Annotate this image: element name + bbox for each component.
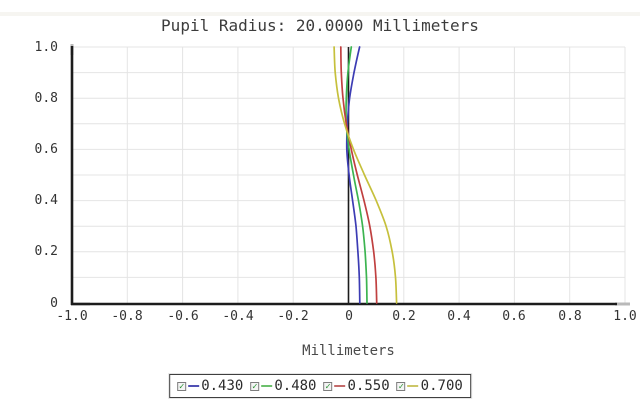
chart-title: Pupil Radius: 20.0000 Millimeters: [161, 16, 479, 35]
legend-item: ✓ 0.480: [250, 378, 317, 394]
legend-color-line: [334, 385, 346, 387]
x-tick-label: 1.0: [613, 309, 637, 324]
legend-item: ✓ 0.700: [396, 378, 463, 394]
x-tick-label: 0.6: [502, 309, 526, 324]
y-tick-label: 0.6: [34, 142, 58, 157]
legend-checkbox-icon[interactable]: ✓: [396, 381, 406, 392]
curve-0.480: [345, 46, 368, 304]
legend: ✓ 0.430 ✓ 0.480 ✓ 0.550 ✓ 0.700: [169, 374, 471, 398]
y-tick-label: 0: [50, 296, 58, 311]
legend-label: 0.700: [420, 378, 463, 394]
x-tick-label: -0.8: [111, 309, 143, 324]
x-tick-label: -0.6: [167, 309, 199, 324]
x-tick-label: -0.4: [222, 309, 254, 324]
y-tick-label: 0.8: [34, 91, 58, 106]
curve-0.430: [345, 46, 361, 304]
window-edge-band: [0, 12, 640, 16]
curve-0.550: [339, 46, 378, 304]
legend-item: ✓ 0.430: [177, 378, 243, 394]
legend-checkbox-icon[interactable]: ✓: [250, 381, 260, 392]
x-tick-label: 0.4: [447, 309, 471, 324]
legend-label: 0.480: [274, 378, 317, 394]
y-tick-label: 0.4: [34, 193, 58, 208]
legend-checkbox-icon[interactable]: ✓: [177, 381, 187, 392]
legend-color-line: [261, 385, 273, 387]
x-tick-label: -0.2: [277, 309, 309, 324]
y-tick-label: 0.2: [34, 244, 58, 259]
x-tick-label: 0.2: [392, 309, 416, 324]
x-tick-label: 0: [345, 309, 353, 324]
legend-label: 0.430: [201, 378, 244, 394]
legend-item: ✓ 0.550: [323, 378, 390, 394]
legend-color-line: [188, 385, 200, 387]
x-tick-label: 0.8: [558, 309, 582, 324]
x-axis-title: Millimeters: [302, 343, 395, 359]
legend-color-line: [407, 385, 419, 387]
legend-label: 0.550: [347, 378, 390, 394]
legend-checkbox-icon[interactable]: ✓: [323, 381, 333, 392]
y-tick-label: 1.0: [34, 40, 58, 55]
curve-0.700: [333, 46, 398, 304]
x-tick-label: -1.0: [56, 309, 88, 324]
